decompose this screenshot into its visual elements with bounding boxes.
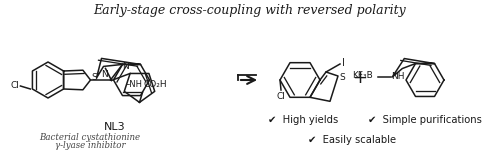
Text: S: S bbox=[339, 74, 345, 83]
Text: N: N bbox=[122, 62, 129, 71]
Text: ✔  Easily scalable: ✔ Easily scalable bbox=[308, 135, 396, 145]
Text: N: N bbox=[101, 70, 108, 79]
Text: ✔  Simple purifications: ✔ Simple purifications bbox=[368, 115, 482, 125]
Text: +: + bbox=[352, 69, 368, 87]
Text: Cl: Cl bbox=[276, 92, 285, 101]
Text: Early-stage cross-coupling with reversed polarity: Early-stage cross-coupling with reversed… bbox=[94, 4, 406, 17]
Text: –NH: –NH bbox=[126, 80, 142, 89]
Text: NL3: NL3 bbox=[104, 122, 126, 132]
Text: Bacterial cystathionine: Bacterial cystathionine bbox=[40, 133, 140, 143]
Text: Cl: Cl bbox=[10, 81, 20, 90]
Text: γ-lyase inhibitor: γ-lyase inhibitor bbox=[54, 142, 126, 150]
Text: S: S bbox=[92, 74, 97, 83]
Text: ✔  High yields: ✔ High yields bbox=[268, 115, 338, 125]
Text: I: I bbox=[342, 58, 345, 68]
Text: KF₃B: KF₃B bbox=[352, 71, 374, 79]
Text: NH: NH bbox=[391, 72, 404, 81]
Text: CO₂H: CO₂H bbox=[144, 80, 167, 89]
